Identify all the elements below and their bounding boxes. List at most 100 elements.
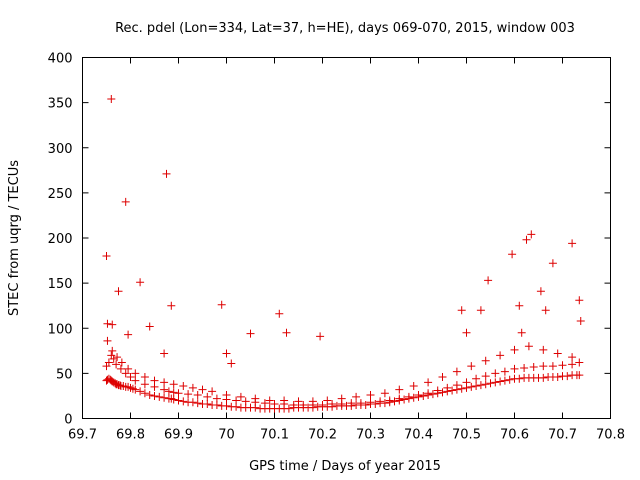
x-tick-label: 69.8 bbox=[116, 428, 145, 443]
data-point bbox=[179, 382, 188, 391]
data-point bbox=[111, 379, 120, 388]
data-point bbox=[553, 349, 562, 358]
data-point bbox=[347, 399, 356, 408]
data-point bbox=[246, 329, 255, 338]
data-point bbox=[472, 374, 481, 383]
data-point bbox=[109, 354, 118, 363]
data-point bbox=[308, 397, 317, 406]
y-tick-label: 0 bbox=[64, 413, 72, 428]
data-point bbox=[112, 360, 121, 369]
data-point bbox=[155, 392, 164, 401]
data-point bbox=[188, 398, 197, 407]
data-point bbox=[462, 328, 471, 337]
data-point bbox=[160, 393, 169, 402]
data-point bbox=[496, 377, 505, 386]
axis-ticks: 69.7 69.8 69.9 70 70.1 70.2 70.3 70.4 70.5 70.6 70… bbox=[48, 52, 625, 443]
data-point bbox=[400, 395, 409, 404]
data-point bbox=[500, 367, 509, 376]
data-point bbox=[438, 388, 447, 397]
data-point bbox=[548, 259, 557, 268]
data-point bbox=[424, 389, 433, 398]
data-point bbox=[366, 398, 375, 407]
data-point bbox=[452, 367, 461, 376]
data-point bbox=[104, 358, 113, 367]
data-point bbox=[515, 374, 524, 383]
data-point bbox=[222, 391, 231, 400]
data-point bbox=[174, 396, 183, 405]
data-point bbox=[103, 319, 112, 328]
data-point bbox=[527, 230, 536, 239]
data-point bbox=[136, 278, 145, 287]
data-point bbox=[294, 397, 303, 406]
data-point bbox=[484, 276, 493, 285]
data-point bbox=[140, 380, 149, 389]
data-point bbox=[222, 349, 231, 358]
data-point bbox=[131, 369, 140, 378]
data-point bbox=[529, 363, 538, 372]
data-point bbox=[481, 372, 490, 381]
data-point bbox=[428, 390, 437, 399]
data-point bbox=[395, 385, 404, 394]
data-point bbox=[467, 362, 476, 371]
data-point bbox=[496, 351, 505, 360]
data-point bbox=[203, 392, 212, 401]
data-point bbox=[160, 378, 169, 387]
data-point bbox=[167, 301, 176, 310]
data-point bbox=[265, 396, 274, 405]
x-tick-label: 70.6 bbox=[500, 428, 529, 443]
data-point bbox=[395, 394, 404, 403]
data-point bbox=[280, 396, 289, 405]
data-point bbox=[169, 380, 178, 389]
data-point bbox=[145, 391, 154, 400]
data-point bbox=[508, 250, 517, 259]
x-tick-label: 69.7 bbox=[68, 428, 97, 443]
data-point bbox=[510, 364, 519, 373]
data-point bbox=[208, 387, 217, 396]
data-point bbox=[568, 360, 577, 369]
x-tick-label: 70.8 bbox=[596, 428, 625, 443]
data-point bbox=[575, 358, 584, 367]
y-tick-label: 350 bbox=[48, 97, 73, 112]
data-point bbox=[121, 197, 130, 206]
data-point bbox=[160, 349, 169, 358]
data-point bbox=[184, 390, 193, 399]
data-point bbox=[131, 376, 140, 385]
data-point bbox=[515, 301, 524, 310]
data-points bbox=[102, 95, 585, 413]
data-point bbox=[385, 396, 394, 405]
data-point bbox=[539, 373, 548, 382]
x-axis-label: GPS time / Days of year 2015 bbox=[249, 459, 441, 474]
data-point bbox=[217, 300, 226, 309]
data-point bbox=[236, 392, 245, 401]
data-point bbox=[476, 381, 485, 390]
data-point bbox=[150, 376, 159, 385]
data-point bbox=[103, 336, 112, 345]
y-tick-label: 250 bbox=[48, 187, 73, 202]
data-point bbox=[575, 296, 584, 305]
data-point bbox=[452, 381, 461, 390]
x-tick-label: 70.7 bbox=[548, 428, 577, 443]
data-point bbox=[316, 332, 325, 341]
data-point bbox=[203, 400, 212, 409]
data-point bbox=[193, 391, 202, 400]
data-point bbox=[337, 394, 346, 403]
y-tick-label: 100 bbox=[48, 322, 73, 337]
data-point bbox=[289, 400, 298, 409]
data-point bbox=[241, 397, 250, 406]
data-point bbox=[462, 378, 471, 387]
data-point bbox=[563, 372, 572, 381]
data-point bbox=[536, 287, 545, 296]
data-point bbox=[232, 396, 241, 405]
data-point bbox=[121, 369, 130, 378]
data-point bbox=[491, 378, 500, 387]
data-point bbox=[409, 382, 418, 391]
data-point bbox=[481, 380, 490, 389]
data-point bbox=[541, 306, 550, 315]
data-point bbox=[198, 385, 207, 394]
x-tick-label: 69.9 bbox=[164, 428, 193, 443]
y-tick-label: 50 bbox=[56, 367, 73, 382]
data-point bbox=[108, 320, 117, 329]
data-point bbox=[131, 385, 140, 394]
data-point bbox=[160, 385, 169, 394]
